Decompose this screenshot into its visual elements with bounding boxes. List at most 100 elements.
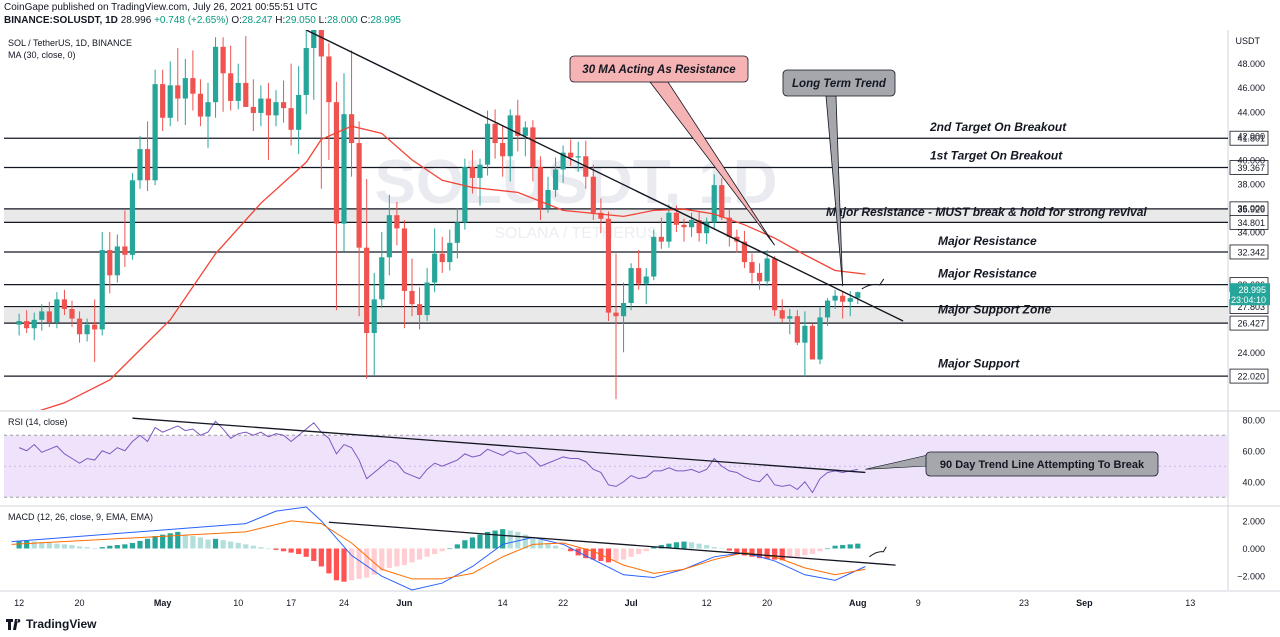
- tradingview-logo-icon: [6, 618, 21, 630]
- level-tag: [1229, 244, 1269, 260]
- candle-body: [318, 30, 324, 57]
- candle-body: [530, 127, 536, 168]
- level-label: 32.342: [1237, 247, 1265, 257]
- annotation-text: Major Support Zone: [938, 303, 1052, 317]
- symbol-label: BINANCE:SOLUSDT, 1D: [4, 15, 118, 26]
- candle-body: [107, 250, 113, 276]
- candle-body: [605, 218, 612, 313]
- macd-hist-bar: [197, 537, 204, 549]
- macd-hist-bar: [560, 548, 566, 550]
- candle-body: [620, 302, 627, 317]
- macd-hist-bar: [636, 548, 642, 555]
- candle-body: [296, 94, 302, 130]
- candle-body: [394, 215, 400, 229]
- macd-hist-bar: [416, 548, 423, 560]
- macd-label: MACD (12, 26, close, 9, EMA, EMA): [8, 512, 153, 522]
- x-tick-label: May: [154, 598, 172, 608]
- macd-hist-bar: [69, 545, 75, 549]
- candle-body: [575, 156, 581, 158]
- candle-body: [447, 242, 453, 263]
- macd-hist-bar: [772, 548, 778, 560]
- y-tick-label: 44.000: [1237, 107, 1265, 117]
- x-tick-label: 12: [14, 598, 24, 608]
- rsi-callout-box: [925, 451, 1159, 477]
- macd-hist-bar: [333, 548, 340, 581]
- macd-hist-bar: [530, 537, 536, 549]
- candle-body: [432, 253, 438, 283]
- candle-body: [477, 164, 483, 178]
- annotation-text: 2nd Target On Breakout: [929, 120, 1067, 134]
- candle-body: [24, 321, 30, 329]
- candle-body: [250, 106, 256, 113]
- y-tick-label: 40.000: [1237, 155, 1265, 165]
- macd-hist-bar: [137, 540, 143, 549]
- level-tag: [1229, 160, 1269, 175]
- candle-body: [749, 262, 755, 273]
- candle-body: [696, 220, 702, 234]
- macd-hist-bar: [99, 547, 105, 549]
- macd-hist-bar: [92, 548, 98, 550]
- candle-body: [69, 308, 75, 319]
- candle-body: [280, 102, 287, 109]
- macd-hist-bar: [545, 542, 551, 549]
- level-label: 22.020: [1237, 372, 1265, 382]
- callout-text-red: 30 MA Acting As Resistance: [582, 64, 736, 76]
- candle-body: [84, 324, 90, 335]
- candle-body: [817, 317, 823, 360]
- level-label: 35.926: [1237, 204, 1265, 214]
- macd-hist-bar: [122, 544, 128, 549]
- high-value: 29.050: [285, 15, 316, 26]
- macd-hist-bar: [16, 540, 22, 549]
- macd-hist-bar: [726, 548, 732, 551]
- rsi-label: RSI (14, close): [8, 417, 68, 427]
- candle-body: [855, 292, 861, 299]
- candle-body: [92, 324, 98, 330]
- macd-hist-bar: [847, 544, 853, 549]
- candle-body: [152, 84, 158, 181]
- candle-body: [288, 108, 294, 130]
- candle-body: [197, 93, 204, 117]
- macd-hist-bar: [824, 548, 831, 550]
- candle-body: [348, 114, 355, 144]
- candle-body: [167, 85, 173, 118]
- candle-body: [16, 321, 22, 325]
- candle-body: [122, 246, 128, 255]
- footer-brand: TradingView: [26, 617, 97, 631]
- annotation-text: Major Resistance: [938, 267, 1037, 281]
- candle-body: [636, 268, 642, 284]
- candle-body: [598, 212, 604, 219]
- macd-hist-bar: [643, 548, 649, 552]
- candle-body: [840, 295, 846, 302]
- macd-hist-bar: [583, 548, 589, 559]
- candle-body: [643, 276, 649, 284]
- candle-body: [787, 316, 793, 319]
- macd-hist-bar: [356, 548, 362, 579]
- candle-body: [356, 143, 362, 248]
- macd-hist-bar: [809, 548, 816, 555]
- candle-body: [439, 253, 445, 263]
- ma-label: MA (30, close, 0): [8, 50, 76, 60]
- macd-hist-bar: [160, 534, 166, 549]
- breakout-arrow: [861, 278, 885, 290]
- candle-body: [371, 299, 377, 334]
- macd-hist-bar: [764, 548, 770, 559]
- candle-body: [515, 115, 521, 136]
- candle-body: [424, 282, 430, 315]
- macd-hist-bar: [182, 534, 188, 549]
- candle-body: [273, 102, 279, 116]
- macd-hist-bar: [734, 548, 740, 553]
- macd-hist-bar: [696, 543, 702, 549]
- candle-body: [560, 152, 566, 170]
- watermark-subtitle: SOLANA / TETHERUS: [494, 225, 657, 242]
- candle-body: [681, 224, 687, 228]
- y-tick-label: 38.000: [1237, 179, 1265, 189]
- level-tag: [1229, 368, 1269, 384]
- y-tick-label: 24.000: [1237, 348, 1265, 358]
- candle-body: [379, 257, 385, 300]
- macd-hist-bar: [364, 548, 370, 578]
- candle-body: [114, 246, 120, 276]
- macd-hist-bar: [500, 529, 506, 549]
- candle-body: [651, 236, 657, 277]
- macd-hist-bar: [144, 538, 151, 549]
